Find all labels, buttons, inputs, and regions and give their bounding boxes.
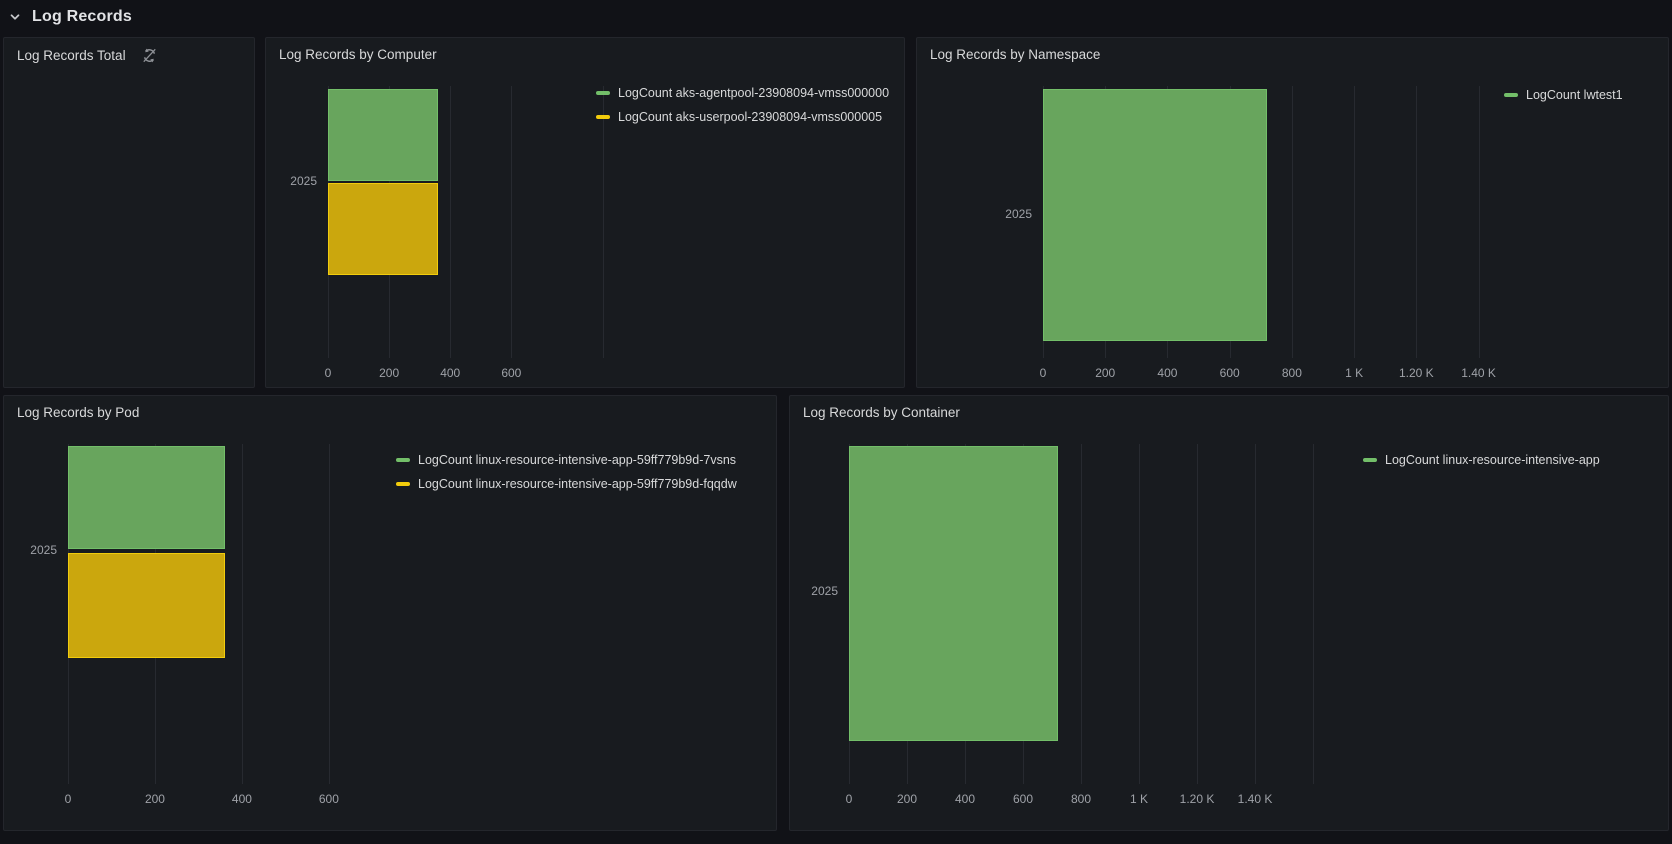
panel-header: Log Records by Namespace	[917, 38, 1668, 62]
gridline	[1291, 86, 1293, 358]
bar-chart-container: 0 200 400 600 800 1 K 1.20 K 1.40 K 2025 LogCount…	[790, 396, 1668, 830]
bar-yellow[interactable]	[68, 553, 225, 658]
panel-title[interactable]: Log Records by Pod	[17, 405, 140, 420]
gridline	[1354, 86, 1356, 358]
x-axis-tick-label: 0	[1039, 366, 1047, 380]
x-axis-tick-label: 200	[144, 792, 165, 806]
bar-yellow[interactable]	[328, 183, 438, 275]
gridline	[1313, 444, 1314, 784]
x-axis-tick-label: 0	[64, 792, 72, 806]
panel-log-records-by-namespace: Log Records by Namespace 0 200 400 600 800 1 …	[916, 37, 1669, 388]
y-axis-category-label: 2025	[30, 543, 57, 557]
x-axis-tick-label: 1 K	[1345, 366, 1364, 380]
x-axis-tick-label: 1.40 K	[1237, 792, 1273, 806]
x-axis-tick-label: 800	[1070, 792, 1092, 806]
legend-item[interactable]: LogCount linux-resource-intensive-app-59…	[396, 451, 737, 468]
bar-chart-namespace: 0 200 400 600 800 1 K 1.20 K 1.40 K 2025 LogCount…	[917, 38, 1668, 387]
gridline	[1197, 444, 1198, 784]
x-axis-tick-label: 600	[1012, 792, 1034, 806]
legend-item[interactable]: LogCount linux-resource-intensive-app-59…	[396, 475, 737, 492]
panel-header: Log Records by Container	[790, 396, 1668, 420]
panel-title[interactable]: Log Records by Computer	[279, 47, 437, 62]
y-axis-category-label: 2025	[1005, 207, 1032, 221]
x-axis-tick-label: 200	[896, 792, 918, 806]
bar-green[interactable]	[68, 446, 225, 549]
x-axis-tick-label: 400	[231, 792, 252, 806]
gridline	[1416, 86, 1418, 358]
gridline	[1478, 86, 1480, 358]
x-axis-tick-label: 800	[1281, 366, 1302, 380]
legend-item[interactable]: LogCount linux-resource-intensive-app	[1363, 451, 1600, 468]
legend-item[interactable]: LogCount lwtest1	[1504, 86, 1623, 103]
x-axis-tick-label: 1 K	[1129, 792, 1148, 806]
legend-label: LogCount aks-agentpool-23908094-vmss0000…	[618, 85, 890, 100]
legend-item[interactable]: LogCount aks-userpool-23908094-vmss00000…	[596, 108, 889, 125]
x-axis-tick-label: 600	[1219, 366, 1240, 380]
bar-green[interactable]	[849, 446, 1058, 741]
chevron-down-icon	[8, 10, 22, 24]
y-axis-category-label: 2025	[290, 174, 317, 188]
panel-header: Log Records Total	[4, 38, 254, 64]
x-axis-tick-label: 400	[954, 792, 976, 806]
section-title: Log Records	[32, 8, 132, 25]
legend-item[interactable]: LogCount aks-agentpool-23908094-vmss0000…	[596, 84, 889, 101]
x-axis-tick-label: 200	[379, 366, 400, 380]
bar-chart-computer: 0 200 400 600 2025 LogCount aks-agentpool-239…	[266, 38, 904, 387]
y-axis-category-label: 2025	[811, 584, 838, 598]
x-axis-tick-label: 1.20 K	[1398, 366, 1434, 380]
legend: LogCount linux-resource-intensive-app-59…	[396, 451, 737, 492]
legend-label: LogCount linux-resource-intensive-app-59…	[418, 476, 737, 491]
legend: LogCount aks-agentpool-23908094-vmss0000…	[596, 84, 889, 125]
panel-log-records-by-computer: Log Records by Computer 0 200 400 600 2025 Lo…	[265, 37, 905, 388]
x-axis-tick-label: 1.20 K	[1179, 792, 1215, 806]
gridline	[511, 86, 513, 358]
panel-title[interactable]: Log Records by Container	[803, 405, 960, 420]
legend-label: LogCount linux-resource-intensive-app-59…	[418, 452, 737, 467]
legend-swatch-icon	[396, 457, 410, 462]
legend-swatch-icon	[396, 481, 410, 486]
legend-swatch-icon	[596, 114, 610, 119]
legend-swatch-icon	[1363, 457, 1377, 462]
gridline	[1081, 444, 1082, 784]
panel-title[interactable]: Log Records Total	[17, 48, 126, 63]
legend-label: LogCount linux-resource-intensive-app	[1385, 452, 1600, 467]
gridline	[1255, 444, 1256, 784]
bar-green[interactable]	[1043, 89, 1267, 341]
panel-log-records-by-pod: Log Records by Pod 0 200 400 600 2025 LogCoun…	[3, 395, 777, 831]
x-axis-tick-label: 400	[1157, 366, 1178, 380]
panel-log-records-by-container: Log Records by Container 0 200 400 600 800 1 …	[789, 395, 1669, 831]
x-axis-tick-label: 200	[1095, 366, 1116, 380]
bar-green[interactable]	[328, 89, 438, 181]
gridline	[603, 86, 604, 358]
gridline	[328, 444, 330, 784]
panel-log-records-total: Log Records Total	[3, 37, 255, 388]
panel-header: Log Records by Computer	[266, 38, 904, 62]
gridline	[1139, 444, 1140, 784]
panel-header: Log Records by Pod	[4, 396, 776, 420]
x-axis-tick-label: 400	[440, 366, 461, 380]
gridline	[450, 86, 452, 358]
x-axis-tick-label: 1.40 K	[1461, 366, 1496, 380]
sync-slash-icon[interactable]	[141, 47, 158, 64]
legend-swatch-icon	[596, 90, 610, 95]
legend-label: LogCount lwtest1	[1526, 87, 1623, 102]
gridline	[241, 444, 243, 784]
x-axis-tick-label: 600	[318, 792, 339, 806]
legend-label: LogCount aks-userpool-23908094-vmss00000…	[618, 109, 883, 124]
legend: LogCount linux-resource-intensive-app	[1363, 451, 1600, 468]
x-axis-tick-label: 0	[324, 366, 332, 380]
legend-swatch-icon	[1504, 92, 1518, 97]
x-axis-tick-label: 600	[501, 366, 522, 380]
x-axis-tick-label: 0	[845, 792, 853, 806]
panel-title[interactable]: Log Records by Namespace	[930, 47, 1101, 62]
section-row-log-records[interactable]: Log Records	[8, 2, 132, 32]
legend: LogCount lwtest1	[1504, 86, 1623, 103]
bar-chart-pod: 0 200 400 600 2025 LogCount linux-resource-in…	[4, 396, 776, 830]
